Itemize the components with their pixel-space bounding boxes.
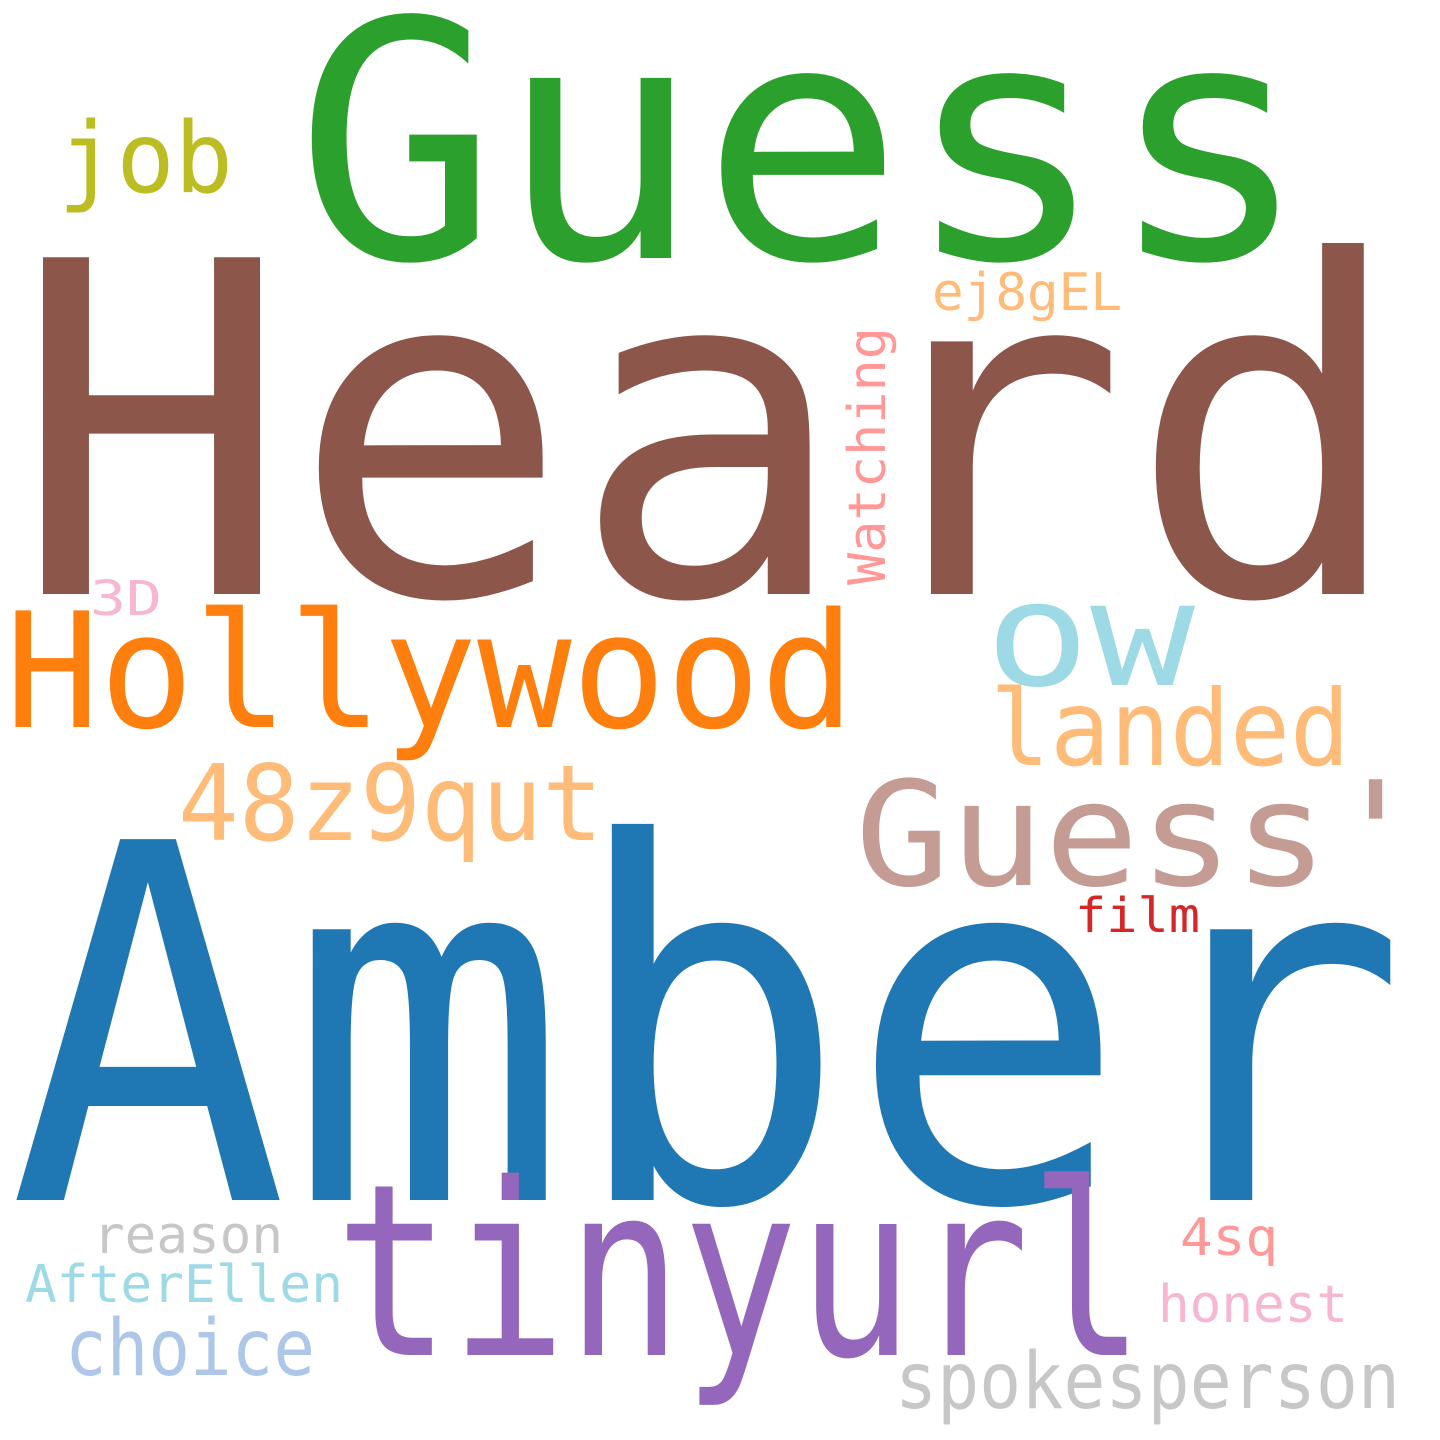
word-landed: landed [990,668,1350,790]
word-guess-apostrophe: Guess' [855,751,1423,920]
word-guess: Guess [295,0,1310,336]
word-film: film [1075,888,1200,944]
word-hollywood: Hollywood [5,578,855,765]
word-3d: 3D [90,571,162,627]
word-tinyurl: tinyurl [335,1132,1145,1412]
word-afterellen: AfterEllen [25,1255,343,1315]
word-choice: choice [65,1304,315,1394]
word-48z9qut: 48z9qut [178,743,603,865]
word-ej8gel: ej8gEL [932,263,1122,323]
word-heard: Heard [12,165,1407,703]
word-4sq: 4sq [1180,1208,1278,1268]
word-honest: honest [1158,1275,1348,1335]
word-reason: reason [93,1206,283,1266]
word-spokesperson: spokesperson [895,1337,1400,1427]
word-watching: Watching [838,327,898,585]
word-amber: Amber [8,741,1408,1317]
word-ow: ow [985,551,1196,720]
word-job: job [58,102,233,216]
